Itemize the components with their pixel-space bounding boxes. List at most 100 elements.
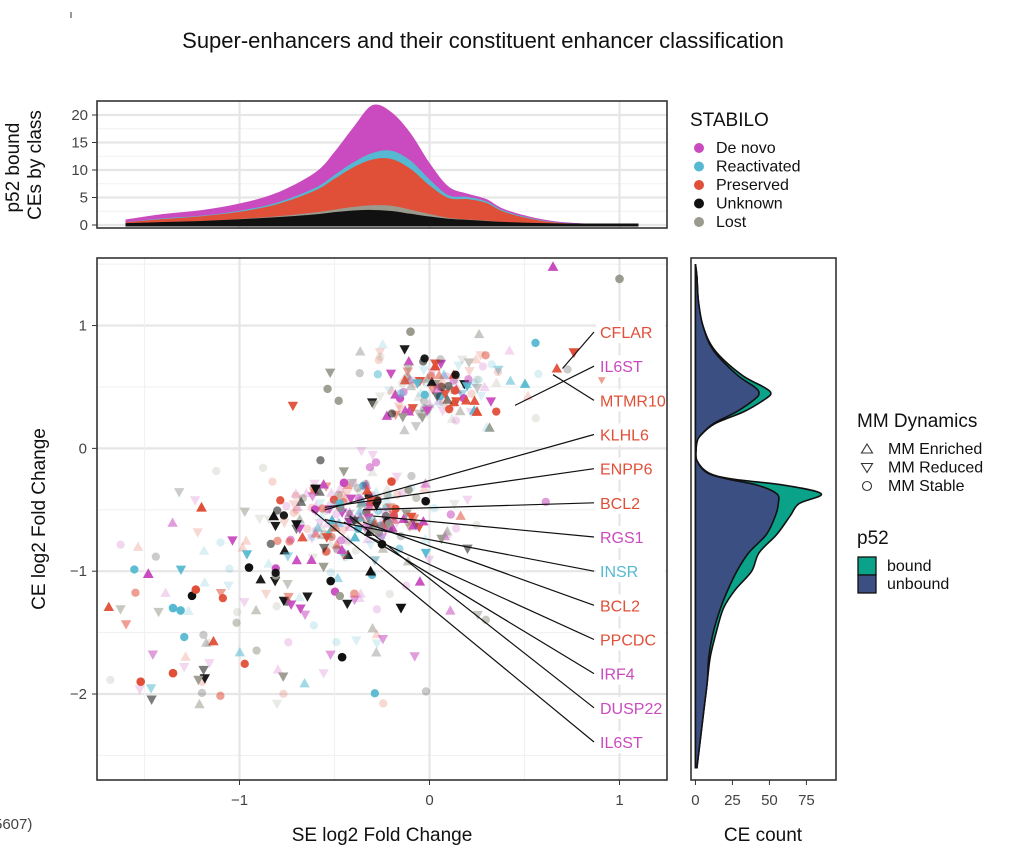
top-y-axis-title: p52 bound CEs by class bbox=[3, 110, 46, 220]
scatter-point-triangle-down bbox=[349, 595, 360, 606]
scatter-point-triangle-down bbox=[374, 392, 386, 402]
legend-swatch bbox=[694, 180, 704, 190]
legend-label: MM Stable bbox=[888, 478, 965, 495]
scatter-point-triangle-up bbox=[371, 647, 382, 657]
area-preserved bbox=[125, 158, 639, 225]
legend-label: MM Reduced bbox=[888, 460, 983, 477]
main-panel-frame bbox=[96, 257, 668, 781]
scatter-point-circle bbox=[470, 378, 479, 387]
scatter-point-triangle-down bbox=[402, 364, 414, 374]
scatter-point-circle bbox=[272, 602, 281, 611]
scatter-point-circle bbox=[421, 496, 431, 506]
scatter-point-triangle-up bbox=[103, 601, 114, 611]
scatter-point-circle bbox=[336, 491, 346, 500]
scatter-point-circle bbox=[419, 357, 428, 366]
right-x-axis-title: CE count bbox=[724, 825, 803, 846]
scatter-point-triangle-down bbox=[439, 389, 451, 400]
scatter-point-triangle-down bbox=[145, 684, 157, 694]
scatter-point-triangle-down bbox=[306, 534, 318, 544]
scatter-point-triangle-down bbox=[223, 581, 234, 591]
scatter-point-triangle-down bbox=[391, 518, 402, 528]
legend-shape-triangle-up bbox=[860, 442, 874, 454]
scatter-point-circle bbox=[323, 384, 332, 394]
scatter-point-triangle-up bbox=[336, 544, 348, 554]
scatter-point-triangle-up bbox=[318, 479, 329, 489]
scatter-point-triangle-down bbox=[399, 345, 410, 355]
scatter-point-circle bbox=[285, 537, 294, 546]
scatter-point-triangle-up bbox=[180, 651, 191, 661]
gene-label: DUSP22 bbox=[600, 701, 662, 718]
scatter-point-triangle-down bbox=[215, 589, 227, 599]
scatter-point-triangle-up bbox=[363, 513, 375, 524]
gene-label-leader bbox=[311, 509, 595, 743]
scatter-point-triangle-down bbox=[178, 663, 190, 673]
top-y-axis-title-line-1: p52 bound bbox=[3, 123, 24, 213]
scatter-point-circle bbox=[232, 618, 241, 627]
scatter-point-triangle-up bbox=[382, 483, 393, 493]
scatter-point-circle bbox=[451, 416, 461, 425]
scatter-point-triangle-down bbox=[299, 610, 311, 621]
scatter-point-circle bbox=[279, 511, 289, 520]
y-tick-label: −2 bbox=[70, 686, 87, 703]
scatter-point-circle bbox=[372, 605, 382, 614]
scatter-point-circle bbox=[487, 360, 496, 369]
scatter-point-triangle-up bbox=[445, 605, 456, 615]
area-unknown bbox=[125, 210, 639, 225]
scatter-point-triangle-down bbox=[115, 605, 126, 615]
scatter-point-circle bbox=[116, 540, 125, 549]
scatter-point-triangle-up bbox=[420, 478, 431, 488]
scatter-point-triangle-up bbox=[330, 522, 341, 532]
y-tick-label: 0 bbox=[79, 440, 87, 457]
gene-label: IL6ST bbox=[600, 735, 643, 752]
scatter-point-triangle-up bbox=[142, 568, 154, 578]
scatter-point-triangle-down bbox=[318, 543, 330, 554]
scatter-point-triangle-down bbox=[314, 519, 326, 529]
scatter-point-triangle-down bbox=[153, 607, 164, 618]
scatter-point-triangle-down bbox=[472, 610, 483, 621]
scatter-point-circle bbox=[282, 501, 291, 511]
legend-swatch bbox=[857, 574, 877, 594]
scatter-point-circle bbox=[446, 510, 455, 519]
scatter-point-triangle-down bbox=[475, 351, 486, 361]
x-axis-title: SE log2 Fold Change bbox=[292, 825, 473, 846]
gene-label-leader bbox=[349, 515, 595, 709]
scatter-point-triangle-down bbox=[342, 599, 353, 610]
scatter-point-circle bbox=[225, 564, 234, 573]
scatter-point-triangle-down bbox=[356, 446, 367, 457]
scatter-point-triangle-up bbox=[405, 380, 417, 391]
main-axis-ticks: −1 0 1 −2 −1 0 1 bbox=[70, 318, 624, 809]
scatter-point-circle bbox=[412, 493, 421, 503]
scatter-point-triangle-down bbox=[302, 592, 313, 602]
scatter-point-triangle-up bbox=[375, 530, 387, 540]
scatter-point-circle bbox=[191, 585, 201, 594]
scatter-point-triangle-down bbox=[471, 383, 483, 394]
scatter-point-triangle-up bbox=[551, 363, 563, 373]
scatter-point-triangle-up bbox=[433, 395, 444, 405]
scatter-point-circle bbox=[291, 491, 301, 500]
gene-label: BCL2 bbox=[600, 598, 640, 615]
scatter-point-triangle-up bbox=[377, 519, 389, 529]
gene-label-box bbox=[596, 526, 665, 548]
scatter-point-triangle-down bbox=[417, 413, 428, 423]
legend-label: bound bbox=[887, 558, 932, 575]
scatter-point-triangle-down bbox=[318, 562, 329, 573]
gene-label-box bbox=[596, 594, 665, 617]
scatter-point-triangle-down bbox=[241, 550, 253, 560]
x-tick-label: 0 bbox=[425, 792, 433, 809]
scatter-point-circle bbox=[534, 369, 543, 379]
scatter-point-triangle-down bbox=[462, 495, 473, 506]
scatter-point-triangle-down bbox=[277, 672, 289, 682]
scatter-point-circle bbox=[289, 508, 299, 517]
legend-label: Unknown bbox=[716, 196, 783, 213]
scatter-point-circle bbox=[168, 603, 178, 613]
scatter-point-circle bbox=[376, 352, 385, 361]
edge-text-fragment: 5607) bbox=[0, 816, 32, 833]
scatter-point-circle bbox=[442, 372, 451, 381]
scatter-point-triangle-up bbox=[328, 497, 339, 508]
gene-label-leader bbox=[324, 433, 595, 511]
scatter-point-circle bbox=[531, 338, 540, 348]
gene-label-leader bbox=[362, 521, 595, 606]
scatter-point-triangle-down bbox=[422, 406, 433, 416]
scatter-point-triangle-up bbox=[433, 369, 445, 380]
scatter-point-triangle-up bbox=[167, 517, 178, 527]
